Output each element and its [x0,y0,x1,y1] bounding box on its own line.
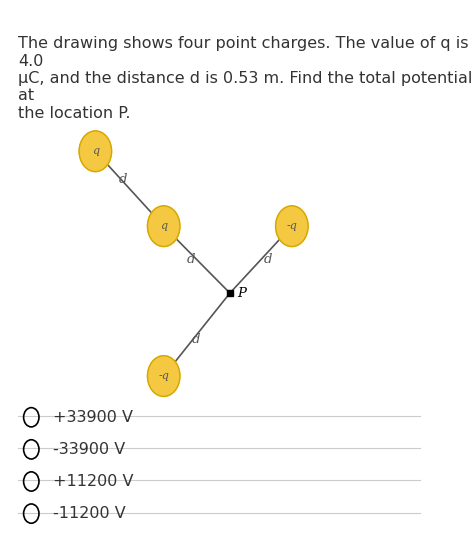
Text: q: q [160,221,167,231]
Circle shape [79,131,111,172]
Text: d: d [187,253,196,266]
Text: q: q [92,146,99,156]
Text: -33900 V: -33900 V [53,442,125,457]
Circle shape [275,206,308,246]
Text: +11200 V: +11200 V [53,474,133,489]
Text: -q: -q [286,221,297,231]
Text: +33900 V: +33900 V [53,410,133,425]
Text: d: d [119,173,128,186]
Circle shape [147,356,180,397]
Circle shape [147,206,180,246]
Text: d: d [191,333,200,346]
Text: The drawing shows four point charges. The value of q is 4.0
μC, and the distance: The drawing shows four point charges. Th… [18,36,473,121]
Text: -q: -q [158,371,169,381]
Text: d: d [264,253,273,266]
Text: P: P [237,287,246,300]
Text: -11200 V: -11200 V [53,506,126,521]
